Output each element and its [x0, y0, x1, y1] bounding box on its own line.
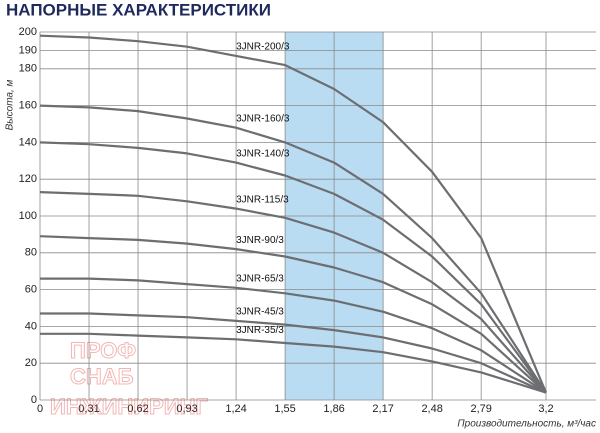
x-tick-label: 0,93 [176, 403, 197, 415]
y-tick-label: 20 [25, 357, 37, 369]
x-tick-label: 0,62 [127, 403, 148, 415]
x-tick-label: 0 [37, 403, 43, 415]
y-tick-label: 40 [25, 320, 37, 332]
curve [39, 104, 547, 394]
x-tick-label: 0,31 [78, 403, 99, 415]
curve-label: 3JNR-35/3 [236, 325, 284, 336]
x-tick-label: 1,86 [323, 403, 344, 415]
curve [39, 34, 548, 394]
curve [40, 312, 547, 394]
x-tick-label: 2,79 [470, 403, 491, 415]
chart-title: НАПОРНЫЕ ХАРАКТЕРИСТИКИ [6, 0, 271, 19]
curve [40, 277, 547, 394]
y-tick-label: 200 [19, 26, 37, 38]
watermark-text: ИНЖИНИРИНГ [50, 394, 208, 419]
curve-label: 3JNR-200/3 [236, 42, 290, 53]
curve [39, 141, 547, 394]
curve-label: 3JNR-115/3 [236, 194, 289, 205]
y-tick-label: 0 [31, 394, 37, 406]
y-tick-label: 190 [19, 44, 37, 56]
curve-label: 3JNR-45/3 [236, 307, 284, 318]
x-tick-label: 1,24 [225, 403, 246, 415]
watermark: ПРОФ СНАБ ИНЖИНИРИНГ [50, 337, 209, 419]
watermark-text: СНАБ [70, 364, 134, 389]
curve-label: 3JNR-90/3 [236, 235, 284, 246]
curve [39, 191, 547, 394]
x-tick-label: 1,55 [274, 403, 295, 415]
curve-label: 3JNR-160/3 [236, 113, 290, 124]
y-tick-label: 160 [19, 100, 37, 112]
y-tick-label: 140 [19, 136, 37, 148]
x-tick-label: 2,17 [372, 403, 393, 415]
y-axis-label: Высота, м [5, 79, 16, 130]
y-tick-label: 80 [25, 247, 37, 259]
y-tick-label: 120 [19, 173, 37, 185]
curve-label: 3JNR-140/3 [236, 148, 290, 159]
curve [40, 332, 547, 394]
curve [39, 235, 547, 394]
x-tick-label: 3,2 [538, 403, 553, 415]
y-tick-label: 180 [19, 63, 37, 75]
curve-label: 3JNR-65/3 [236, 273, 284, 284]
x-axis-label: Производительность, м³/час [457, 419, 596, 430]
x-tick-label: 2,48 [421, 403, 442, 415]
y-tick-label: 60 [25, 284, 37, 296]
watermark-text: ПРОФ [70, 338, 136, 363]
y-tick-label: 100 [19, 210, 37, 222]
